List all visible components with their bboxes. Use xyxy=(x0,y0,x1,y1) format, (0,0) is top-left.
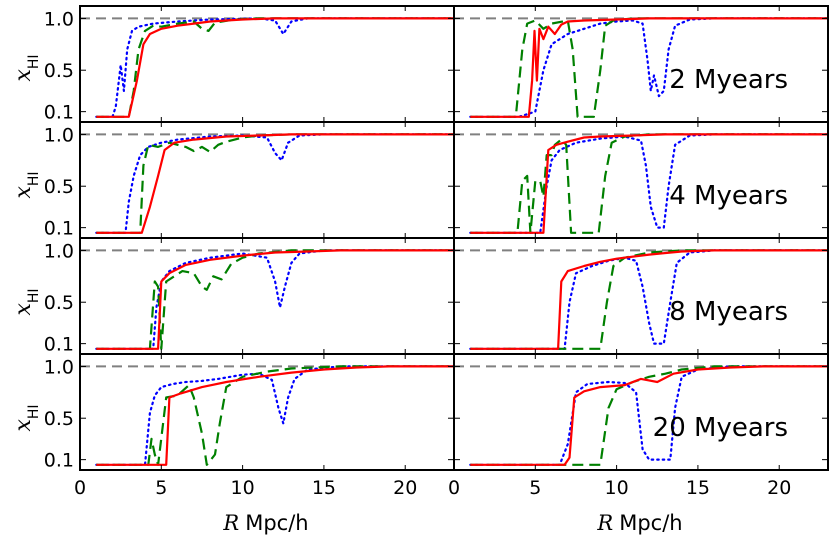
y-tick-label: 1.0 xyxy=(44,8,74,30)
series-dotted xyxy=(95,133,454,234)
x-tick-label: 5 xyxy=(155,477,167,499)
y-tick-label: 0.1 xyxy=(44,102,74,124)
y-tick-label: 0.5 xyxy=(44,60,74,82)
y-tick-label: 0.1 xyxy=(44,450,74,472)
panel-grid: 0.1 0.5 1.0 2 Myears 0.1 0.5 1.0 4 Myears 0.1 0.5… xyxy=(44,5,829,499)
y-tick-label: 0.1 xyxy=(44,218,74,240)
y-tick-label: 0.5 xyxy=(44,408,74,430)
ylabel-row-1: xHI xyxy=(11,171,42,198)
y-tick-label: 0.5 xyxy=(44,292,74,314)
ylabel-row-0: xHI xyxy=(11,54,42,81)
xlabel-right: R Mpc/h xyxy=(596,511,682,535)
ylabel-row-2: xHI xyxy=(11,288,42,315)
panel-r0-c0: 0.1 0.5 1.0 xyxy=(44,5,455,124)
y-tick-label: 0.1 xyxy=(44,334,74,356)
x-axis-labels: R Mpc/h R Mpc/h xyxy=(222,511,682,535)
x-tick-label: 20 xyxy=(393,477,417,499)
series-solid xyxy=(96,133,454,234)
x-tick-label: 10 xyxy=(231,477,255,499)
series-dotted xyxy=(95,365,454,466)
series-dotted xyxy=(469,249,828,350)
panel-frame xyxy=(453,5,829,123)
series-solid xyxy=(96,249,454,350)
series-dotted xyxy=(95,249,454,350)
panel-label: 4 Myears xyxy=(669,181,788,211)
series-dotted xyxy=(469,133,828,234)
series-dashed xyxy=(96,365,454,466)
series-solid xyxy=(96,17,454,118)
y-tick-label: 0.5 xyxy=(44,176,74,198)
x-tick-label: 20 xyxy=(767,477,791,499)
x-tick-label: 0 xyxy=(448,477,460,499)
panel-r3-c1: 0 5 10 15 20 20 Myears xyxy=(448,353,829,499)
y-tick-label: 1.0 xyxy=(44,356,74,378)
series-dashed xyxy=(470,365,828,466)
panel-r3-c0: 0.1 0.5 1.0 0 5 10 15 20 xyxy=(44,353,455,499)
xlabel-left: R Mpc/h xyxy=(222,511,308,535)
panel-frame xyxy=(453,353,829,471)
panel-frame xyxy=(453,121,829,239)
series-dotted xyxy=(95,17,454,118)
panel-label: 8 Myears xyxy=(669,297,788,327)
panel-frame xyxy=(79,353,455,471)
x-tick-label: 0 xyxy=(74,477,86,499)
panel-r1-c0: 0.1 0.5 1.0 xyxy=(44,121,455,240)
panel-r2-c0: 0.1 0.5 1.0 xyxy=(44,237,455,356)
panel-label: 2 Myears xyxy=(669,65,788,95)
panel-frame xyxy=(79,237,455,355)
panel-r1-c1: 4 Myears xyxy=(453,121,829,239)
x-tick-label: 15 xyxy=(312,477,336,499)
series-solid xyxy=(470,133,828,234)
ylabel-row-3: xHI xyxy=(11,404,42,431)
series-dashed xyxy=(470,249,828,350)
panel-r2-c1: 8 Myears xyxy=(453,237,829,355)
y-tick-label: 1.0 xyxy=(44,124,74,146)
y-axis-labels: xHI xHI xHI xHI xyxy=(11,54,42,431)
series-dashed xyxy=(96,249,454,350)
series-solid xyxy=(470,249,828,350)
x-tick-label: 15 xyxy=(686,477,710,499)
series-solid xyxy=(470,365,828,466)
panel-r0-c1: 2 Myears xyxy=(453,5,829,123)
series-dotted xyxy=(469,17,828,118)
x-tick-label: 5 xyxy=(529,477,541,499)
y-tick-label: 1.0 xyxy=(44,240,74,262)
panel-label: 20 Myears xyxy=(653,413,788,443)
series-solid xyxy=(96,365,454,466)
x-tick-label: 10 xyxy=(605,477,629,499)
series-dashed xyxy=(96,133,454,234)
series-solid xyxy=(470,17,828,118)
series-dashed xyxy=(470,17,828,118)
